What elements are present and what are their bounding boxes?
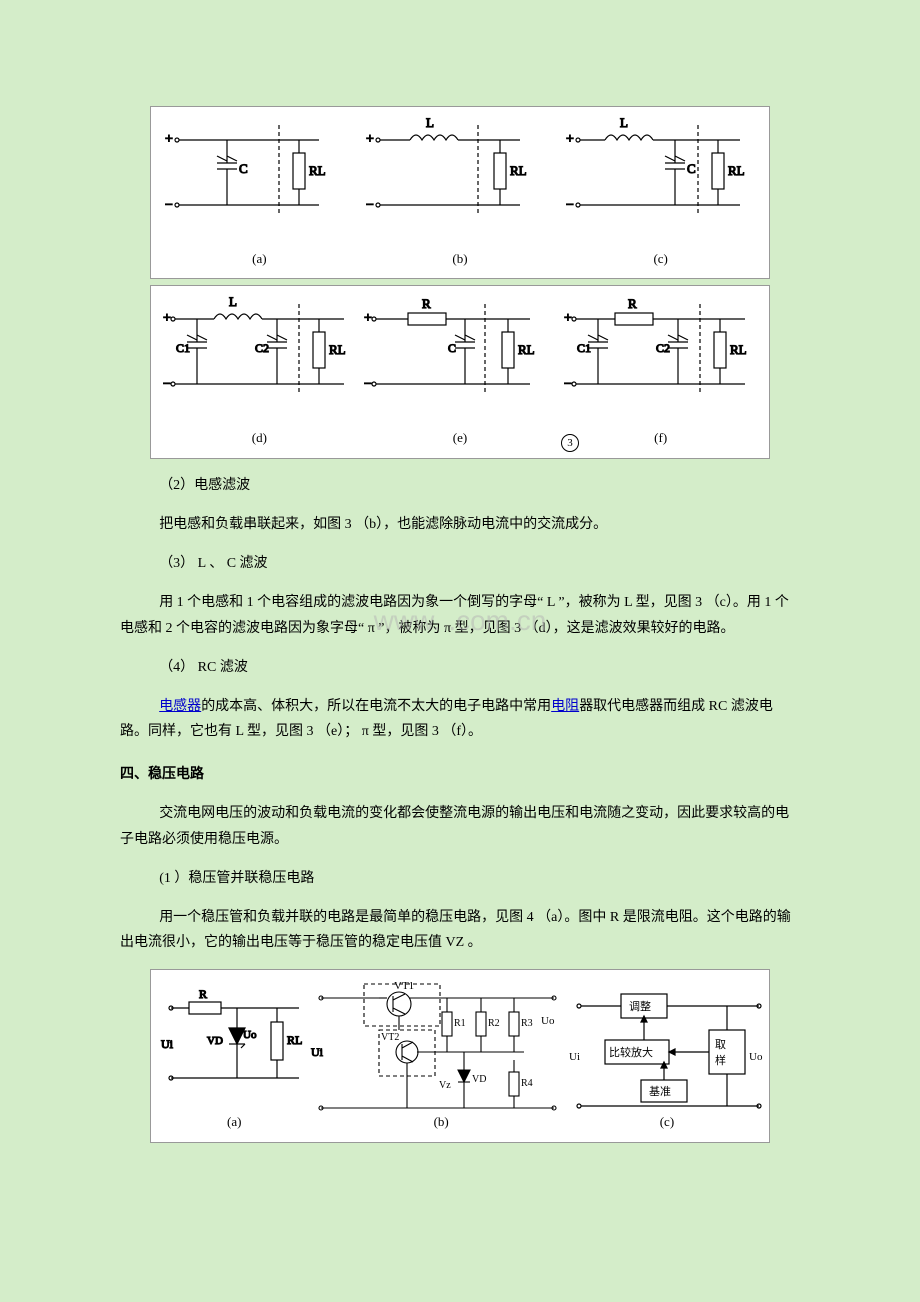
svg-text:+: + bbox=[566, 132, 574, 147]
section-3-title: （3） L 、 C 滤波 bbox=[120, 551, 800, 576]
svg-text:RL: RL bbox=[510, 163, 527, 178]
sec4-sub1: (1 ）稳压管并联稳压电路 bbox=[120, 866, 800, 891]
svg-text:Ui: Ui bbox=[311, 1045, 324, 1059]
link-inductor[interactable]: 电感器 bbox=[159, 699, 201, 714]
circuit-e: + R C RL bbox=[360, 294, 561, 424]
svg-text:RL: RL bbox=[329, 342, 346, 357]
svg-text:C1: C1 bbox=[176, 341, 190, 355]
svg-text:+: + bbox=[163, 311, 171, 326]
svg-text:R4: R4 bbox=[521, 1078, 533, 1089]
diagram-row: + C RL bbox=[159, 115, 761, 245]
caption-row: (d) (e) (f) bbox=[159, 426, 761, 449]
sec4-p2: 用一个稳压管和负载并联的电路是最简单的稳压电路，见图 4 （a）。图中 R 是限… bbox=[120, 905, 800, 955]
svg-text:VT2: VT2 bbox=[381, 1032, 399, 1043]
svg-text:R: R bbox=[628, 296, 637, 311]
figure-number-badge: 3 bbox=[561, 434, 579, 452]
svg-text:RL: RL bbox=[287, 1033, 302, 1047]
svg-text:Vz: Vz bbox=[439, 1080, 451, 1091]
svg-text:基准: 基准 bbox=[649, 1085, 671, 1098]
svg-text:RL: RL bbox=[309, 163, 326, 178]
section-4-body: 电感器的成本高、体积大，所以在电流不太大的电子电路中常用电阻器取代电感器而组成 … bbox=[120, 694, 800, 744]
caption-b: (b) bbox=[360, 247, 561, 270]
circuit-f: + R C1 bbox=[560, 294, 761, 424]
svg-text:C1: C1 bbox=[577, 341, 591, 355]
svg-text:Ui: Ui bbox=[161, 1037, 174, 1051]
svg-text:RL: RL bbox=[730, 342, 747, 357]
svg-text:C2: C2 bbox=[255, 341, 269, 355]
svg-text:C: C bbox=[239, 161, 248, 176]
svg-text:−: − bbox=[163, 377, 171, 392]
heading-4: 四、稳压电路 bbox=[120, 762, 800, 787]
svg-text:L: L bbox=[620, 115, 628, 130]
svg-text:RL: RL bbox=[728, 163, 745, 178]
svg-text:RL: RL bbox=[518, 342, 535, 357]
svg-text:R1: R1 bbox=[454, 1018, 466, 1029]
section-3-body: 用 1 个电感和 1 个电容组成的滤波电路因为象一个倒写的字母“ L ”，被称为… bbox=[120, 590, 800, 640]
section-2-title: （2）电感滤波 bbox=[120, 473, 800, 498]
svg-text:R2: R2 bbox=[488, 1018, 500, 1029]
circuit-4b: Ui VT1 bbox=[309, 978, 569, 1108]
svg-text:C: C bbox=[687, 161, 696, 176]
svg-text:Uo: Uo bbox=[541, 1015, 555, 1027]
circuit-4a: R VD Uo RL Ui bbox=[159, 978, 309, 1108]
diagram-block-filters-row2: + L C1 bbox=[150, 285, 770, 458]
circuit-c: + L C bbox=[560, 115, 761, 245]
circuit-d: + L C1 bbox=[159, 294, 360, 424]
svg-text:−: − bbox=[566, 198, 574, 213]
svg-text:−: − bbox=[165, 198, 173, 213]
svg-text:+: + bbox=[364, 311, 372, 326]
svg-text:C: C bbox=[448, 341, 456, 355]
caption-a: (a) bbox=[159, 247, 360, 270]
caption-f: (f) bbox=[560, 426, 761, 449]
section-4-body-mid: 的成本高、体积大，所以在电流不太大的电子电路中常用 bbox=[201, 699, 551, 714]
circuit-a: + C RL bbox=[159, 115, 360, 245]
svg-text:C2: C2 bbox=[656, 341, 670, 355]
caption-e: (e) bbox=[360, 426, 561, 449]
svg-text:L: L bbox=[426, 115, 434, 130]
caption-d: (d) bbox=[159, 426, 360, 449]
svg-text:样: 样 bbox=[715, 1053, 726, 1067]
svg-text:−: − bbox=[364, 377, 372, 392]
svg-text:取: 取 bbox=[715, 1038, 726, 1051]
circuit-b: + L RL − bbox=[360, 115, 561, 245]
diagram-row: R VD Uo RL Ui bbox=[159, 978, 761, 1108]
diagram-row: + L C1 bbox=[159, 294, 761, 424]
svg-text:VD: VD bbox=[207, 1035, 223, 1047]
diagram-block-filters-row1: + C RL bbox=[150, 106, 770, 279]
svg-text:Uo: Uo bbox=[243, 1029, 257, 1041]
svg-text:R: R bbox=[422, 296, 431, 311]
svg-text:L: L bbox=[229, 294, 237, 309]
svg-text:R: R bbox=[199, 987, 207, 1001]
svg-text:Ui: Ui bbox=[569, 1051, 580, 1063]
svg-text:−: − bbox=[564, 377, 572, 392]
sec4-p1: 交流电网电压的波动和负载电流的变化都会使整流电源的输出电压和电流随之变动，因此要… bbox=[120, 801, 800, 851]
diagram-block-regulators: R VD Uo RL Ui bbox=[150, 969, 770, 1142]
section-4-title: （4） RC 滤波 bbox=[120, 655, 800, 680]
section-2-body: 把电感和负载串联起来，如图 3 （b），也能滤除脉动电流中的交流成分。 bbox=[120, 512, 800, 537]
circuit-4c: Ui 调整 Uo 比较放大 基准 bbox=[569, 978, 769, 1108]
document-page: + C RL bbox=[0, 0, 920, 1209]
svg-text:调整: 调整 bbox=[629, 999, 651, 1013]
svg-text:+: + bbox=[165, 132, 173, 147]
caption-c: (c) bbox=[560, 247, 761, 270]
watermark-wrap: www. .com.cn 用 1 个电感和 1 个电容组成的滤波电路因为象一个倒… bbox=[120, 590, 800, 640]
svg-text:−: − bbox=[366, 198, 374, 213]
svg-text:+: + bbox=[564, 311, 572, 326]
svg-text:+: + bbox=[366, 132, 374, 147]
svg-text:VT1: VT1 bbox=[394, 981, 414, 993]
svg-text:VD: VD bbox=[472, 1074, 486, 1085]
svg-text:R3: R3 bbox=[521, 1018, 533, 1029]
caption-row: (a) (b) (c) bbox=[159, 247, 761, 270]
svg-text:比较放大: 比较放大 bbox=[609, 1045, 653, 1059]
svg-text:Uo: Uo bbox=[749, 1051, 763, 1063]
link-resistor[interactable]: 电阻 bbox=[551, 699, 579, 714]
